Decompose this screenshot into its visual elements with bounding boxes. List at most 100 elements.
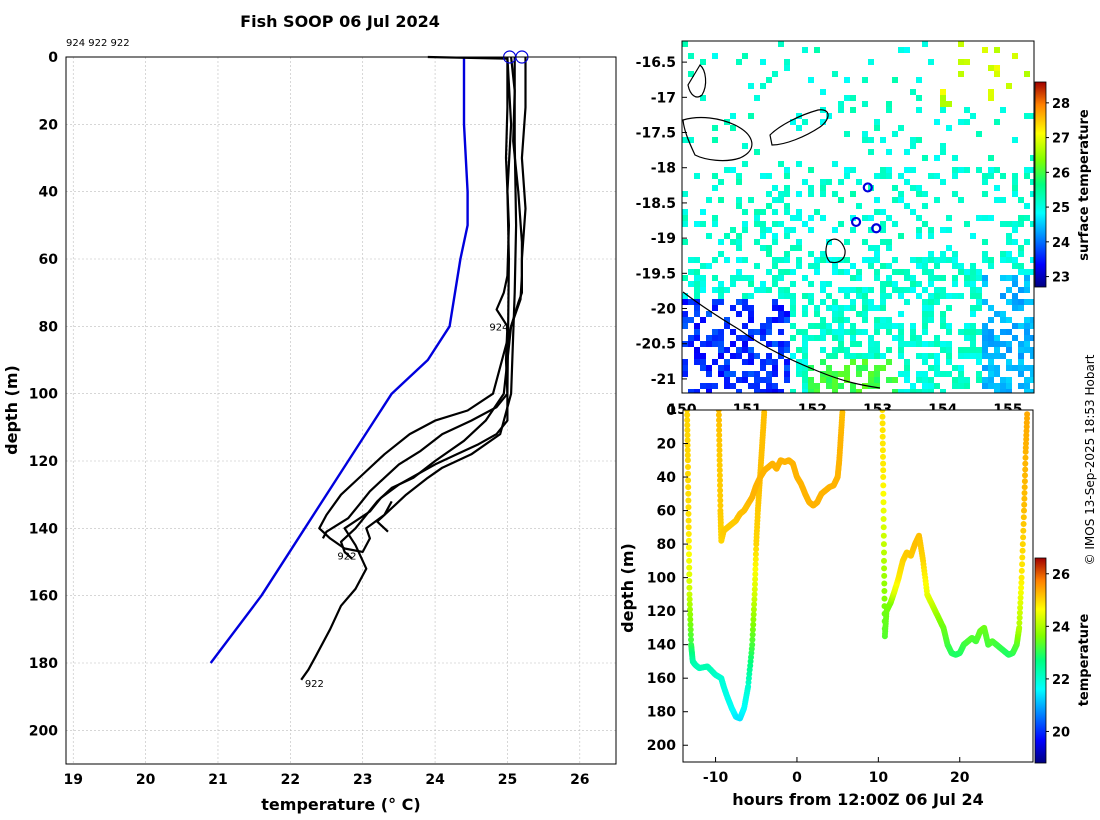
sst-cell [922, 155, 928, 161]
section-point [1016, 624, 1023, 631]
sst-cell [832, 335, 838, 341]
section-point [684, 437, 691, 444]
sst-cell [856, 203, 862, 209]
sst-cell [958, 41, 964, 47]
sst-cell [862, 317, 868, 323]
sst-cell [856, 371, 862, 377]
sst-cell [940, 389, 946, 393]
sst-cell [898, 341, 904, 347]
section-point [687, 631, 694, 638]
sst-cell [700, 275, 706, 281]
sst-cell [682, 191, 688, 197]
sst-cell [994, 47, 1000, 53]
sst-cell [844, 77, 850, 83]
sst-cell [994, 389, 1000, 393]
sst-cell [874, 347, 880, 353]
sst-cell [700, 209, 706, 215]
sst-cell [826, 293, 832, 299]
sst-cell [706, 233, 712, 239]
section-point [752, 551, 759, 558]
sst-cell [1030, 371, 1034, 377]
sst-cell [958, 329, 964, 335]
sst-cell [910, 137, 916, 143]
sst-cell [964, 323, 970, 329]
sst-cell [1006, 359, 1012, 365]
sst-cell [994, 335, 1000, 341]
sst-cell [682, 137, 688, 143]
sst-cell [1018, 251, 1024, 257]
sst-cell [694, 329, 700, 335]
sst-cell [808, 335, 814, 341]
sst-cell [826, 353, 832, 359]
map-y-tick-label: -21 [651, 372, 676, 388]
sst-cell [946, 101, 952, 107]
sst-cell [682, 311, 688, 317]
sst-cell [946, 215, 952, 221]
sst-cell [790, 299, 796, 305]
sst-cell [904, 47, 910, 53]
sst-cell [844, 305, 850, 311]
profile-y-tick-label: 200 [29, 723, 58, 739]
section-point [1017, 604, 1024, 611]
sst-cell [898, 389, 904, 393]
sst-cell [766, 287, 772, 293]
sst-cell [970, 311, 976, 317]
sst-cell [844, 371, 850, 377]
map-colorbar-tick-label: 27 [1052, 132, 1070, 147]
sst-cell [976, 275, 982, 281]
sst-cell [742, 257, 748, 263]
section-point [1024, 415, 1030, 422]
sst-cell [874, 209, 880, 215]
sst-cell [778, 197, 784, 203]
sst-cell [814, 257, 820, 263]
sst-cell [730, 167, 736, 173]
sst-cell [850, 329, 856, 335]
sst-cell [850, 299, 856, 305]
sst-cell [784, 293, 790, 299]
sst-cell [886, 293, 892, 299]
section-point [1020, 521, 1027, 527]
sst-cell [862, 353, 868, 359]
sst-cell [868, 257, 874, 263]
sst-cell [790, 323, 796, 329]
section-point [687, 621, 694, 628]
sst-cell [916, 185, 922, 191]
sst-cell [916, 257, 922, 263]
sst-cell [880, 317, 886, 323]
figure-title: Fish SOOP 06 Jul 2024 [240, 12, 440, 31]
sst-cell [988, 155, 994, 161]
sst-cell [982, 299, 988, 305]
sst-cell [1018, 353, 1024, 359]
section-x-tick-label: -10 [703, 770, 729, 786]
section-point [715, 410, 722, 413]
sst-cell [868, 377, 874, 383]
sst-cell [1024, 365, 1030, 371]
sst-cell [766, 191, 772, 197]
sst-cell [718, 365, 724, 371]
sst-cell [988, 215, 994, 221]
sst-cell [772, 365, 778, 371]
sst-cell [832, 299, 838, 305]
section-point [880, 499, 887, 506]
profile-x-tick-label: 26 [570, 772, 589, 788]
sst-cell [694, 287, 700, 293]
sst-cell [892, 269, 898, 275]
sst-cell [826, 281, 832, 287]
sst-cell [700, 59, 706, 65]
section-xlabel: hours from 12:00Z 06 Jul 24 [732, 790, 983, 809]
sst-cell [988, 305, 994, 311]
sst-cell [964, 383, 970, 389]
sst-cell [784, 167, 790, 173]
sst-cell [958, 293, 964, 299]
sst-cell [1030, 317, 1034, 323]
section-point [684, 410, 691, 413]
sst-cell [688, 281, 694, 287]
map-colorbar-tick-label: 23 [1052, 271, 1070, 286]
sst-cell [736, 59, 742, 65]
sst-cell [958, 383, 964, 389]
section-point [881, 565, 888, 572]
sst-cell [988, 359, 994, 365]
sst-cell [856, 341, 862, 347]
sst-cell [736, 377, 742, 383]
sst-cell [826, 323, 832, 329]
